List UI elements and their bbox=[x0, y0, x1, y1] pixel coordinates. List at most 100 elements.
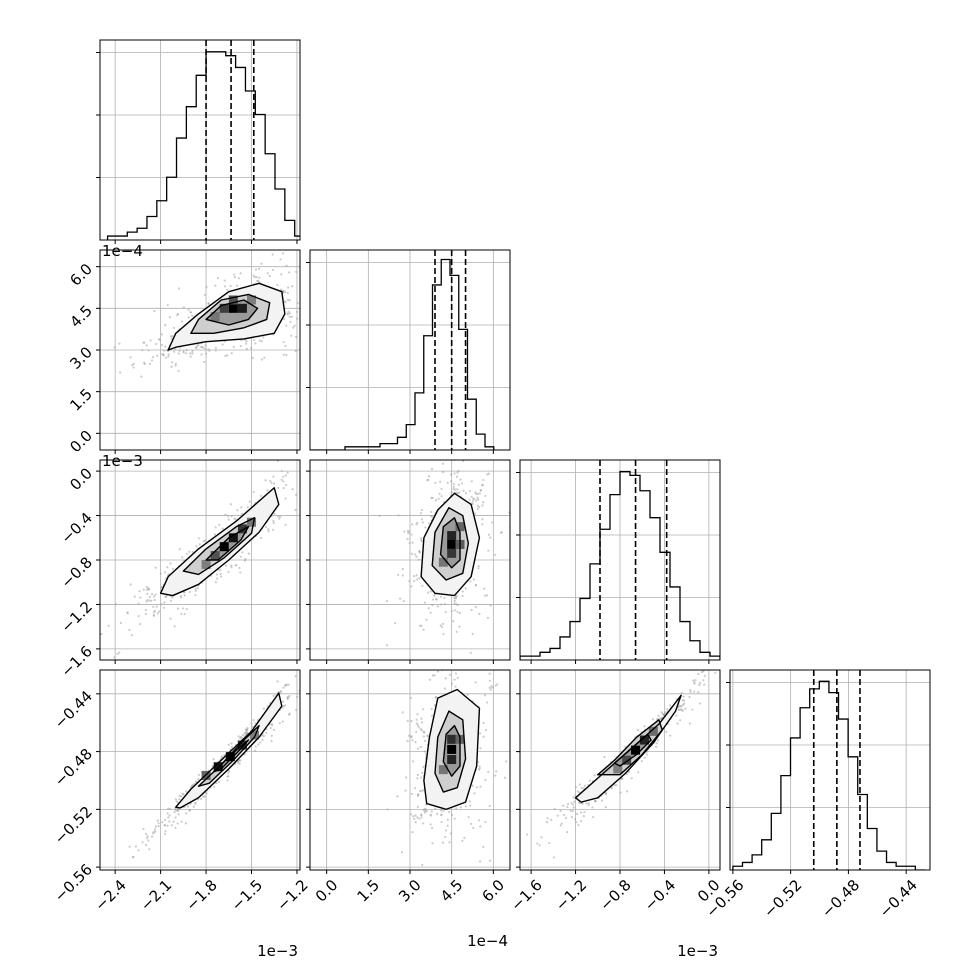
x-tick-label: 1.5 bbox=[353, 876, 383, 906]
x-tick-label: −1.6 bbox=[507, 876, 545, 914]
panel-content bbox=[520, 670, 720, 870]
x-tick-label: −0.48 bbox=[818, 876, 863, 921]
contour-line bbox=[190, 293, 271, 335]
contour-line bbox=[434, 710, 467, 793]
x-offset-label: 1e−3 bbox=[677, 942, 718, 960]
y-tick-label: 0.0 bbox=[66, 427, 96, 457]
y-tick-label: −1.2 bbox=[58, 598, 96, 636]
histogram-step bbox=[732, 680, 925, 870]
contour-fill bbox=[575, 695, 682, 803]
x-tick-label: 4.5 bbox=[437, 876, 467, 906]
density-cell bbox=[447, 734, 457, 744]
density-cell bbox=[228, 533, 238, 543]
density-cell bbox=[447, 548, 457, 558]
panel-content bbox=[100, 250, 300, 450]
panel-content bbox=[310, 670, 510, 870]
density-cell bbox=[201, 559, 211, 569]
y-tick-label: 3.0 bbox=[66, 343, 96, 373]
contour-line bbox=[159, 487, 280, 597]
x-tick-label: 3.0 bbox=[395, 876, 425, 906]
x-tick-label: −0.4 bbox=[641, 876, 679, 914]
x-tick-label: −0.8 bbox=[596, 876, 634, 914]
density-cell bbox=[228, 295, 238, 305]
panel-content bbox=[100, 670, 300, 870]
density-cell bbox=[228, 303, 238, 313]
panel-content bbox=[520, 460, 720, 660]
panel-frame bbox=[99, 669, 301, 871]
contour-fill bbox=[183, 517, 255, 575]
density-cell bbox=[438, 557, 448, 567]
histogram-panel-3-3 bbox=[726, 669, 931, 874]
histogram-step bbox=[310, 258, 495, 450]
contour-line bbox=[597, 719, 663, 776]
density-cell bbox=[622, 755, 632, 765]
y-offset-label: 1e−3 bbox=[102, 452, 143, 470]
x-tick-label: −1.2 bbox=[552, 876, 590, 914]
y-tick-label: −1.6 bbox=[58, 642, 96, 680]
scatter-panel-1-0 bbox=[96, 249, 301, 454]
density-cell bbox=[247, 295, 257, 305]
x-tick-label: −2.4 bbox=[91, 876, 129, 914]
y-tick-label: −0.8 bbox=[58, 553, 96, 591]
contour-line bbox=[420, 492, 481, 597]
scatter-points bbox=[525, 670, 717, 859]
scatter-panel-3-2 bbox=[516, 669, 721, 874]
contour-line bbox=[442, 724, 461, 777]
x-tick-label: −0.44 bbox=[876, 876, 921, 921]
panel-frame bbox=[729, 669, 931, 871]
y-tick-label: 6.0 bbox=[66, 260, 96, 290]
panel-content bbox=[100, 40, 300, 240]
panel-content bbox=[100, 460, 300, 660]
density-cell bbox=[237, 303, 247, 313]
x-tick-label: −0.52 bbox=[760, 876, 805, 921]
contour-line bbox=[182, 517, 256, 576]
histogram-step bbox=[520, 470, 720, 660]
y-tick-label: −0.4 bbox=[58, 509, 96, 547]
contour-line bbox=[613, 733, 652, 767]
density-cell bbox=[613, 764, 623, 774]
y-tick-label: 1.5 bbox=[66, 385, 96, 415]
x-tick-label: −2.1 bbox=[137, 876, 175, 914]
density-cell bbox=[250, 730, 260, 740]
panel-frame bbox=[99, 39, 301, 241]
y-tick-label: −0.56 bbox=[51, 860, 96, 905]
y-tick-label: −0.52 bbox=[51, 803, 96, 848]
density-cell bbox=[438, 765, 448, 775]
contour-line bbox=[205, 299, 259, 326]
density-cell bbox=[210, 551, 220, 561]
x-tick-label: 6.0 bbox=[478, 876, 508, 906]
contour-line bbox=[423, 688, 481, 811]
x-tick-label: −1.5 bbox=[228, 876, 266, 914]
x-offset-label: 1e−3 bbox=[257, 942, 298, 960]
y-offset-label: 1e−4 bbox=[102, 242, 143, 260]
contour-line bbox=[212, 739, 250, 773]
density-cell bbox=[455, 522, 465, 532]
histogram-panel-1-1 bbox=[306, 249, 511, 454]
density-cell bbox=[247, 517, 257, 527]
contour-line bbox=[439, 517, 461, 569]
density-cell bbox=[631, 745, 641, 755]
y-tick-label: −0.44 bbox=[51, 687, 96, 732]
histogram-panel-2-2 bbox=[516, 459, 721, 664]
scatter-panel-3-1 bbox=[306, 669, 511, 874]
contour-line bbox=[175, 692, 283, 809]
contour-line bbox=[205, 525, 250, 561]
density-cell bbox=[447, 539, 457, 549]
panel-content bbox=[310, 250, 510, 450]
contour-line bbox=[167, 282, 286, 351]
scatter-panel-2-1 bbox=[306, 459, 511, 664]
density-cell bbox=[447, 755, 457, 765]
density-cell bbox=[447, 744, 457, 754]
panel-content bbox=[730, 670, 930, 870]
density-cell bbox=[639, 735, 649, 745]
scatter-panel-3-0 bbox=[96, 669, 301, 874]
panel-content bbox=[310, 460, 510, 660]
density-cell bbox=[648, 726, 658, 736]
density-cell bbox=[210, 312, 220, 322]
y-tick-label: 4.5 bbox=[66, 302, 96, 332]
density-cell bbox=[219, 303, 229, 313]
histogram-panel-0-0 bbox=[96, 39, 301, 244]
density-cell bbox=[447, 531, 457, 541]
scatter-panel-2-0 bbox=[96, 459, 301, 664]
x-tick-label: −1.2 bbox=[273, 876, 311, 914]
